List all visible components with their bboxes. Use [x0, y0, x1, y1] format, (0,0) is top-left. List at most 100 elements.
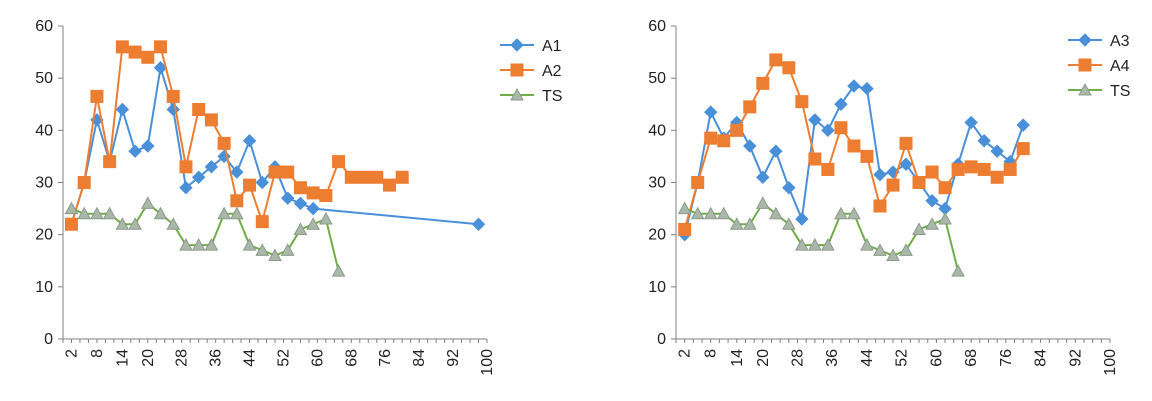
data-point-A3: [769, 144, 783, 158]
y-tick-label: 60: [648, 18, 666, 35]
series-TS: [677, 196, 965, 277]
data-point-TS: [729, 217, 744, 230]
x-tick-label: 92: [445, 349, 462, 367]
data-point-A1: [179, 181, 193, 195]
data-point-A2: [319, 189, 333, 203]
legend-marker: [1078, 33, 1092, 47]
x-tick-label: 36: [208, 349, 225, 367]
y-tick-label: 0: [44, 331, 53, 348]
data-point-TS: [229, 206, 244, 220]
data-point-TS: [153, 206, 168, 220]
data-point-A4: [756, 76, 770, 90]
data-point-TS: [90, 206, 104, 220]
data-point-A4: [925, 165, 939, 179]
y-tick-label: 40: [648, 122, 666, 139]
legend-label: A1: [542, 38, 562, 55]
legend-entry-TS: TS: [1068, 82, 1130, 100]
data-point-A3: [808, 113, 822, 127]
data-point-A2: [344, 170, 358, 184]
data-point-TS: [204, 238, 219, 251]
data-point-A3: [925, 194, 939, 208]
data-point-TS: [716, 206, 731, 220]
data-point-A1: [255, 175, 269, 190]
x-tick-label: 44: [859, 349, 876, 367]
data-point-TS: [306, 217, 321, 230]
data-point-A4: [860, 149, 874, 163]
data-point-TS: [938, 211, 952, 225]
data-point-TS: [255, 243, 270, 256]
x-tick-label: 52: [894, 349, 911, 367]
data-point-A3: [821, 123, 835, 138]
data-point-A1: [306, 201, 320, 216]
data-point-A4: [847, 139, 861, 153]
data-point-A4: [938, 181, 952, 195]
x-tick-label: 28: [174, 349, 191, 367]
data-point-A1: [242, 134, 257, 148]
data-point-A4: [1003, 162, 1017, 176]
data-point-A2: [90, 89, 104, 103]
data-point-A3: [847, 79, 861, 93]
data-point-A2: [179, 160, 193, 174]
series-A2: [64, 40, 409, 231]
y-tick-label: 10: [35, 279, 53, 296]
legend-entry-A4: A4: [1068, 58, 1130, 75]
data-point-A3: [704, 105, 718, 119]
x-tick-label: 60: [928, 349, 945, 367]
x-tick-label: 36: [824, 349, 841, 367]
data-point-TS: [795, 238, 809, 251]
data-point-TS: [886, 248, 900, 262]
data-point-A2: [115, 40, 129, 54]
data-point-A4: [717, 134, 731, 148]
data-point-A2: [154, 40, 168, 54]
data-point-A1: [115, 102, 130, 117]
legend-label: A2: [542, 63, 562, 80]
data-point-TS: [951, 264, 965, 277]
data-point-TS: [742, 217, 757, 230]
data-point-A3: [1016, 118, 1030, 132]
x-tick-label: 2: [677, 349, 694, 358]
y-tick-label: 30: [648, 175, 666, 192]
legend-entry-TS: TS: [500, 87, 562, 105]
data-point-A2: [128, 45, 142, 59]
data-point-TS: [755, 196, 770, 209]
data-point-A2: [268, 165, 282, 179]
x-tick-label: 8: [703, 349, 720, 358]
data-point-TS: [690, 206, 705, 220]
data-point-A3: [860, 81, 874, 96]
data-point-TS: [128, 217, 142, 230]
chart-2: 0 10 20 30 40 50 60 2 8 14 20 28 36 44 52 60 68 76 84 92 100…: [648, 18, 1130, 376]
series-TS: [64, 196, 346, 277]
data-point-TS: [925, 217, 939, 230]
data-point-TS: [280, 243, 295, 256]
data-point-A2: [230, 194, 244, 208]
data-point-TS: [64, 201, 79, 215]
data-point-TS: [768, 206, 783, 220]
data-point-TS: [102, 206, 117, 220]
data-point-A4: [782, 61, 796, 75]
series-A1: [64, 61, 486, 231]
data-point-TS: [217, 206, 231, 220]
data-point-A3: [743, 139, 757, 153]
legend-label: TS: [542, 88, 562, 105]
data-point-A1: [141, 139, 155, 153]
y-tick-label: 30: [35, 175, 53, 192]
data-point-A1: [204, 160, 219, 174]
data-point-A3: [990, 144, 1004, 158]
data-point-A1: [128, 144, 142, 158]
legend-entry-A3: A3: [1068, 33, 1130, 50]
y-tick-label: 20: [648, 227, 666, 244]
data-point-A2: [166, 89, 180, 103]
y-tick-label: 50: [648, 70, 666, 87]
legend-label: TS: [1110, 83, 1130, 100]
data-point-A2: [204, 113, 218, 127]
x-tick-label: 2: [63, 349, 80, 358]
data-point-A2: [293, 181, 307, 195]
data-point-A2: [281, 165, 295, 179]
data-point-A2: [382, 178, 396, 192]
data-point-A1: [191, 170, 206, 184]
data-point-A2: [77, 176, 91, 189]
data-point-A3: [964, 115, 978, 130]
y-tick-label: 60: [35, 18, 53, 35]
x-tick-label: 100: [1102, 349, 1119, 376]
